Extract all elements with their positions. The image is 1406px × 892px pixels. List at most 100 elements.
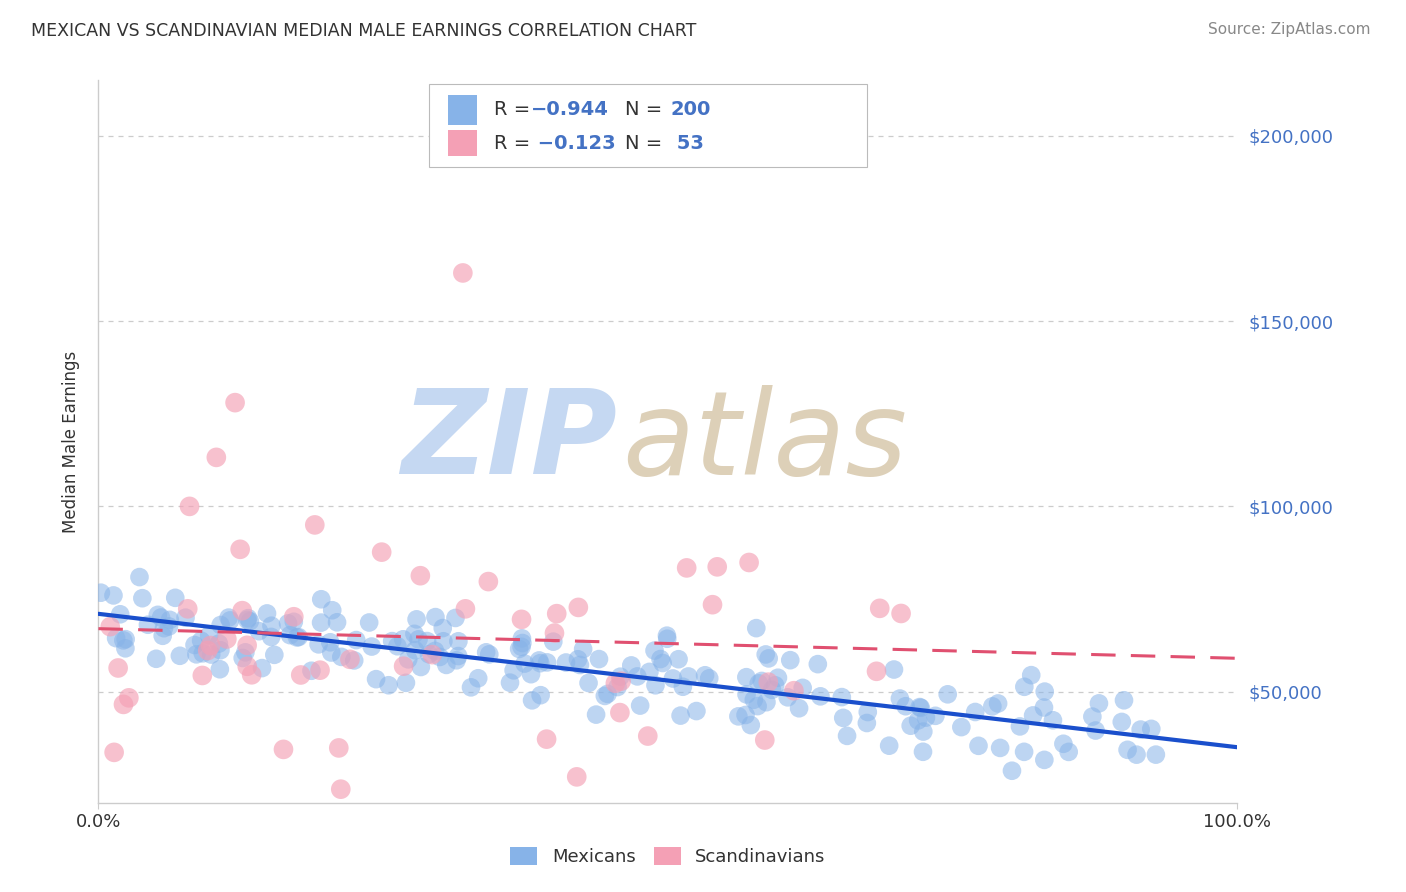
Point	[735, 670, 758, 684]
Point	[290, 668, 312, 682]
Point	[434, 657, 457, 672]
Point	[114, 632, 136, 647]
Point	[734, 708, 756, 723]
Point	[107, 661, 129, 675]
Point	[912, 724, 935, 739]
Point	[209, 618, 232, 632]
Point	[103, 745, 125, 759]
Point	[706, 559, 728, 574]
Point	[208, 636, 231, 650]
Point	[405, 612, 427, 626]
Point	[835, 729, 858, 743]
FancyBboxPatch shape	[429, 84, 868, 167]
Point	[1033, 753, 1056, 767]
Point	[215, 632, 238, 646]
Point	[250, 661, 273, 675]
Point	[326, 615, 349, 630]
Point	[1125, 747, 1147, 762]
Point	[475, 645, 498, 659]
Point	[763, 678, 786, 692]
Point	[198, 628, 221, 642]
Point	[191, 646, 214, 660]
Point	[409, 660, 432, 674]
Text: −0.123: −0.123	[531, 134, 616, 153]
Point	[609, 706, 631, 720]
Point	[197, 643, 219, 657]
Point	[578, 676, 600, 690]
Point	[218, 610, 240, 624]
Text: R =: R =	[494, 134, 536, 153]
Point	[408, 632, 430, 647]
Point	[702, 598, 724, 612]
Point	[530, 688, 553, 702]
Point	[593, 689, 616, 703]
Point	[967, 739, 990, 753]
Point	[429, 649, 451, 664]
Point	[308, 637, 330, 651]
Point	[907, 714, 929, 728]
Point	[543, 626, 565, 640]
Point	[527, 653, 550, 667]
Point	[364, 672, 387, 686]
Point	[1001, 764, 1024, 778]
Point	[883, 663, 905, 677]
Point	[339, 652, 361, 666]
Point	[638, 665, 661, 679]
Point	[697, 671, 720, 685]
Point	[425, 610, 447, 624]
Point	[343, 653, 366, 667]
Point	[232, 651, 254, 665]
Point	[856, 705, 879, 719]
Point	[191, 668, 214, 682]
Point	[446, 653, 468, 667]
Point	[152, 629, 174, 643]
Point	[1144, 747, 1167, 762]
Point	[565, 770, 588, 784]
Point	[236, 659, 259, 673]
Point	[169, 648, 191, 663]
Point	[776, 690, 799, 705]
Point	[520, 667, 543, 681]
Point	[543, 634, 565, 648]
Point	[395, 675, 418, 690]
Point	[751, 673, 773, 688]
Point	[655, 629, 678, 643]
Point	[285, 631, 308, 645]
Point	[644, 678, 666, 692]
Point	[889, 691, 911, 706]
Point	[256, 607, 278, 621]
Point	[432, 634, 454, 648]
Text: N =: N =	[624, 134, 668, 153]
Text: 200: 200	[671, 101, 710, 120]
Point	[792, 681, 814, 695]
Point	[239, 614, 262, 628]
Text: 53: 53	[671, 134, 704, 153]
Point	[240, 667, 263, 681]
Point	[735, 688, 758, 702]
Point	[205, 450, 228, 465]
Point	[1129, 723, 1152, 737]
Point	[478, 648, 501, 662]
Point	[321, 603, 343, 617]
Point	[447, 648, 470, 663]
Point	[1140, 722, 1163, 736]
Point	[936, 687, 959, 701]
Point	[108, 607, 131, 622]
Point	[1014, 680, 1036, 694]
Point	[755, 648, 778, 662]
Point	[513, 657, 536, 671]
Point	[727, 709, 749, 723]
Point	[911, 745, 934, 759]
Point	[657, 632, 679, 646]
Text: N =: N =	[624, 101, 668, 120]
Point	[277, 616, 299, 631]
Point	[146, 607, 169, 622]
Point	[499, 675, 522, 690]
Point	[418, 647, 440, 661]
Point	[273, 742, 295, 756]
Point	[260, 619, 283, 633]
Point	[981, 699, 1004, 714]
Point	[304, 517, 326, 532]
Text: Source: ZipAtlas.com: Source: ZipAtlas.com	[1208, 22, 1371, 37]
Point	[831, 690, 853, 705]
